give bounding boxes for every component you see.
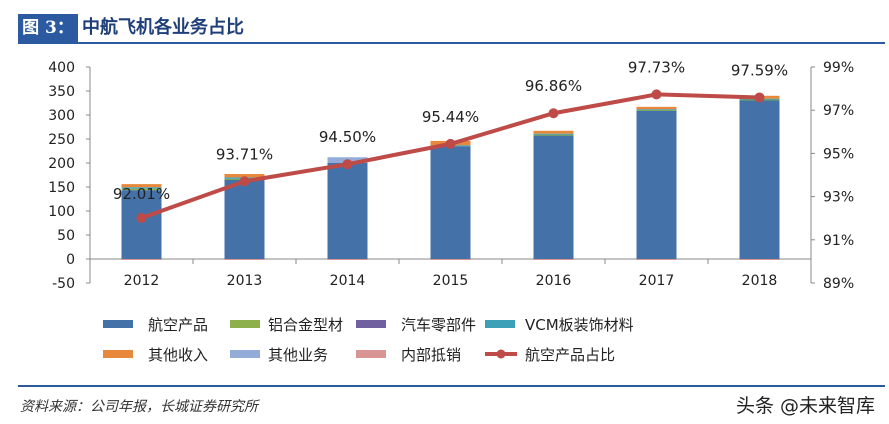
legend-label: 内部抵销 <box>401 346 461 364</box>
left-tick-label: -50 <box>52 276 75 292</box>
legend-label: 其他收入 <box>148 346 208 364</box>
bar-segment <box>430 259 471 260</box>
bar-segment <box>430 146 471 259</box>
x-tick-label: 2016 <box>536 273 572 289</box>
bar-segment <box>224 174 265 178</box>
bar-segment <box>636 259 677 260</box>
right-tick-label: 93% <box>823 190 854 206</box>
line-point <box>445 138 456 149</box>
bar-segment <box>739 99 780 259</box>
legend-swatch <box>103 320 133 328</box>
x-tick-label: 2013 <box>227 273 263 289</box>
left-tick-label: 50 <box>57 228 75 244</box>
right-tick-label: 97% <box>823 103 854 119</box>
data-label: 96.86% <box>525 77 582 95</box>
data-label: 93.71% <box>216 145 273 163</box>
right-tick-label: 89% <box>823 276 854 292</box>
chart-title: 中航飞机各业务占比 <box>82 17 244 38</box>
bar-segment <box>533 134 574 136</box>
left-tick-label: 100 <box>48 204 75 220</box>
left-tick-label: 350 <box>48 84 75 100</box>
bar-segment <box>636 109 677 111</box>
line-point <box>342 159 353 170</box>
bar-segment <box>224 259 265 260</box>
bar-segment <box>327 163 368 259</box>
left-tick-label: 400 <box>48 60 75 76</box>
footer-divider <box>18 385 885 387</box>
bar-segment <box>224 179 265 259</box>
bar-segment <box>121 188 162 191</box>
x-tick-label: 2015 <box>433 273 469 289</box>
bar-segment <box>533 130 574 134</box>
bar-segment <box>636 106 677 110</box>
data-label: 94.50% <box>319 128 376 146</box>
right-tick-label: 91% <box>823 233 854 249</box>
legend-swatch <box>230 350 260 358</box>
data-label: 97.73% <box>628 58 685 76</box>
legend-swatch <box>356 320 386 328</box>
watermark: 头条 @未来智库 <box>735 395 875 417</box>
x-tick-label: 2018 <box>742 273 778 289</box>
data-label: 92.01% <box>113 185 170 203</box>
bar-segment <box>327 259 368 260</box>
bar-segment <box>121 259 162 260</box>
data-label: 95.44% <box>422 108 479 126</box>
bar-segment <box>533 133 574 135</box>
legend-swatch <box>230 320 260 328</box>
left-tick-label: 250 <box>48 132 75 148</box>
left-tick-label: 0 <box>66 252 75 268</box>
legend-swatch <box>356 350 386 358</box>
x-tick-label: 2012 <box>124 273 160 289</box>
legend-swatch <box>485 320 515 328</box>
figure-label: 图 3： <box>18 14 78 42</box>
line-point <box>548 108 559 119</box>
bar-segment <box>636 109 677 111</box>
title-divider <box>18 42 885 44</box>
source-note: 资料来源：公司年报，长城证券研究所 <box>20 399 258 415</box>
bar-segment <box>636 110 677 259</box>
x-tick-label: 2017 <box>639 273 675 289</box>
legend-marker <box>496 349 506 359</box>
legend-label: VCM板装饰材料 <box>525 316 634 334</box>
x-tick-label: 2014 <box>330 273 366 289</box>
bar-segment <box>121 187 162 189</box>
bar-segment <box>121 184 162 188</box>
left-tick-label: 300 <box>48 108 75 124</box>
line-point <box>239 176 250 187</box>
left-tick-label: 200 <box>48 156 75 172</box>
line-point <box>651 89 662 100</box>
bar-segment <box>739 259 780 260</box>
right-tick-label: 99% <box>823 60 854 76</box>
right-tick-label: 95% <box>823 146 854 162</box>
line-point <box>754 92 765 103</box>
line-point <box>136 212 147 223</box>
legend-swatch <box>103 350 133 358</box>
legend-label: 汽车零部件 <box>401 316 476 334</box>
legend-label: 航空产品 <box>148 316 208 334</box>
legend-label: 铝合金型材 <box>268 316 343 334</box>
bar-segment <box>121 190 162 259</box>
bar-segment <box>533 259 574 260</box>
bar-segment <box>533 134 574 259</box>
legend-label: 航空产品占比 <box>525 346 615 364</box>
data-label: 97.59% <box>731 61 788 79</box>
left-tick-label: 150 <box>48 180 75 196</box>
legend-label: 其他业务 <box>268 346 328 364</box>
